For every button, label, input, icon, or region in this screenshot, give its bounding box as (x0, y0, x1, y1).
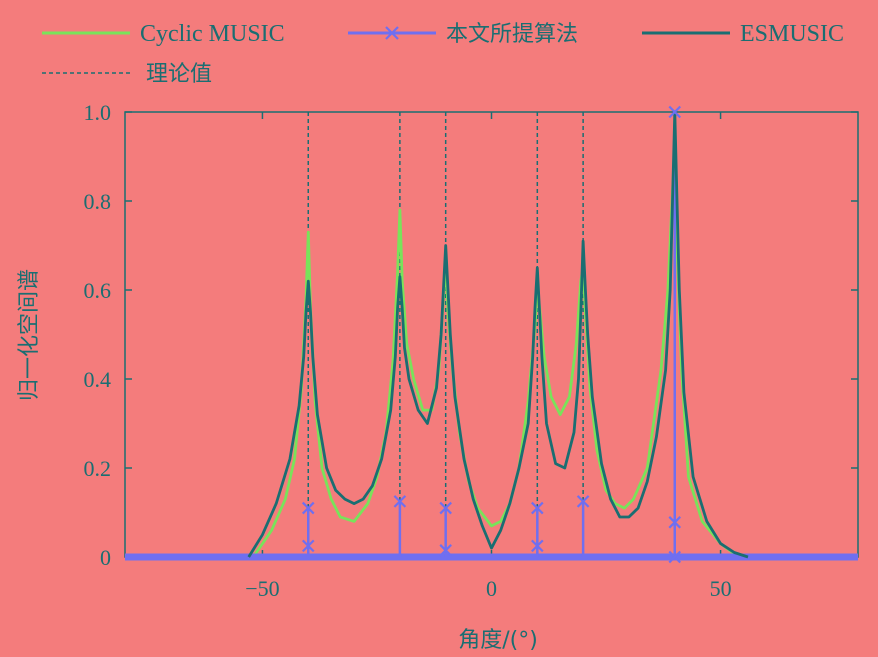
y-tick-label: 0.2 (84, 456, 112, 481)
x-axis-label: 角度/(°) (458, 628, 538, 653)
series-proposed-marker (531, 539, 544, 553)
series-proposed-marker (439, 544, 452, 557)
y-axis-label: 归一化空间谱 (17, 269, 42, 401)
legend-label-cyclic-music: Cyclic MUSIC (140, 21, 285, 47)
plot-area: 0 0.2 0.4 0.6 0.8 1.0 −50 0 50 (84, 100, 859, 601)
series-proposed-marker (439, 501, 452, 515)
legend-label-proposed: 本文所提算法 (446, 22, 578, 47)
y-tick-label: 0.8 (84, 189, 112, 214)
series-esmusic (247, 110, 749, 559)
series-proposed-marker (301, 501, 315, 515)
x-tick-label: 0 (486, 576, 497, 601)
y-tick-label: 0.6 (84, 278, 112, 303)
series-proposed-marker (531, 501, 544, 515)
y-tick-label: 1.0 (84, 100, 112, 125)
series-proposed-marker (668, 516, 682, 529)
plot-frame (124, 111, 859, 558)
x-tick-label: −50 (245, 576, 279, 601)
series-proposed-marker (393, 495, 407, 508)
y-tick-label: 0 (100, 545, 111, 570)
legend-marker-proposed (385, 26, 399, 40)
legend-label-theory: 理论值 (146, 62, 212, 87)
series-cyclic-music (252, 146, 740, 559)
x-tick-label: 50 (710, 576, 732, 601)
series-proposed-marker (668, 550, 682, 564)
series-proposed-marker (576, 495, 590, 508)
series-proposed-marker (301, 539, 315, 553)
legend: Cyclic MUSIC 本文所提算法 ESMUSIC 理论值 (42, 21, 844, 87)
series-proposed-marker (668, 105, 682, 119)
y-tick-label: 0.4 (84, 367, 112, 392)
legend-label-esmusic: ESMUSIC (740, 21, 844, 47)
